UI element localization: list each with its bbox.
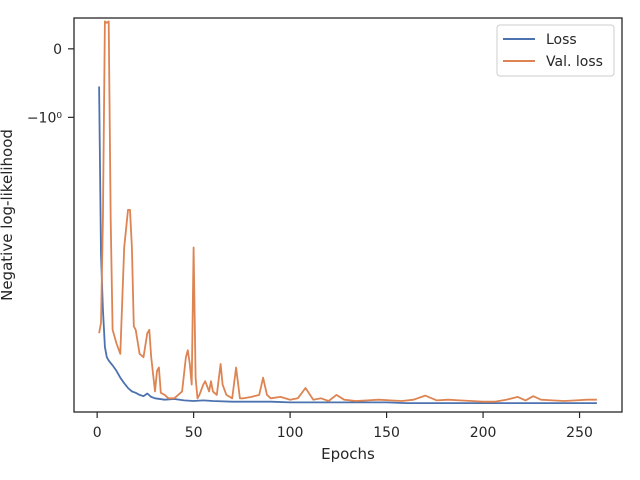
y-tick-label: 0 [53, 42, 62, 58]
legend-box [496, 24, 615, 77]
legend: Loss Val. loss [496, 24, 615, 77]
series-layer [98, 20, 597, 405]
x-tick-label: 50 [185, 425, 203, 441]
x-tick-label: 250 [566, 425, 593, 441]
x-tick-label: 200 [470, 425, 497, 441]
y-axis-label: Negative log-likelihood [0, 129, 16, 301]
x-tick-label: 100 [277, 425, 304, 441]
series-line-loss [98, 86, 597, 405]
x-axis-label: Epochs [321, 445, 375, 463]
x-tick-label: 0 [93, 425, 102, 441]
x-axis: 0 50 100 150 200 250 [93, 412, 593, 441]
y-axis: 0 −10⁰ [27, 42, 74, 126]
legend-label-loss: Loss [546, 32, 577, 48]
plot-background [74, 18, 622, 412]
y-tick-label: −10⁰ [27, 110, 63, 126]
series-line-val-loss [98, 20, 597, 403]
legend-label-val-loss: Val. loss [546, 54, 603, 70]
plot-frame [73, 17, 623, 413]
x-tick-label: 150 [373, 425, 400, 441]
